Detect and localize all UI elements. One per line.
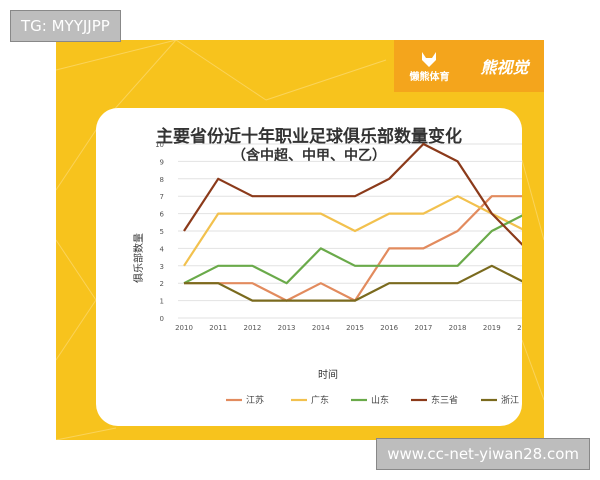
top-left-tag: TG: MYYJJPP [10, 10, 121, 42]
y-tick-label: 8 [160, 176, 164, 184]
chart-subtitle: （含中超、中甲、中乙） [232, 148, 386, 164]
line-chart: 0 1 2 3 4 5 6 7 8 9 10 2010 2011 2012 2013 2014 2015 201… [132, 141, 522, 406]
series-line-浙江 [184, 264, 522, 302]
x-tick-label: 2013 [278, 324, 296, 332]
x-tick-label: 2012 [243, 324, 261, 332]
x-axis-label: 时间 [318, 368, 338, 381]
y-tick-label: 1 [160, 298, 164, 306]
x-tick-label: 2011 [209, 324, 227, 332]
series-line-山东 [183, 214, 522, 285]
y-tick-label: 9 [160, 158, 164, 166]
y-tick-label: 4 [160, 245, 165, 253]
legend-label: 江苏 [246, 394, 264, 406]
legend-label: 东三省 [431, 394, 458, 406]
series-line-东三省 [183, 142, 522, 246]
x-tick-label: 2015 [346, 324, 364, 332]
x-tick-label: 2014 [312, 324, 330, 332]
chart-card: 主要省份近十年职业足球俱乐部数量变化 （含中超、中甲、中乙） 0 1 2 3 4 5 6 7 8… [96, 108, 522, 426]
legend-label: 广东 [311, 394, 329, 406]
poster-background: 懒熊体育 熊视觉 主要省份近十年职业足球俱乐部数量变化 （含中超、中甲、中乙） … [56, 40, 544, 440]
x-tick-label: 2019 [483, 324, 501, 332]
y-tick-label: 3 [160, 263, 164, 271]
legend-label: 山东 [371, 394, 389, 406]
y-tick-label: 7 [160, 193, 164, 201]
y-tick-label: 0 [160, 315, 164, 323]
y-tick-label: 6 [160, 211, 165, 219]
bottom-right-url: www.cc-net-yiwan28.com [376, 438, 590, 470]
brand-left-text: 懒熊体育 [409, 71, 450, 83]
y-tick-label: 2 [160, 280, 164, 288]
y-tick-label: 10 [155, 141, 164, 149]
x-tick-label: 2016 [380, 324, 398, 332]
x-tick-label: 2010 [175, 324, 193, 332]
brand-logo: 懒熊体育 [409, 50, 449, 83]
series-line-广东 [183, 195, 522, 267]
legend-label: 浙江 [501, 394, 519, 406]
x-tick-label: 2017 [414, 324, 432, 332]
x-tick-label: 2018 [449, 324, 467, 332]
bear-icon [422, 51, 437, 67]
brand-right-text: 熊视觉 [480, 58, 529, 77]
brand-bar: 懒熊体育 熊视觉 [394, 40, 544, 92]
y-axis-label: 俱乐部数量 [132, 233, 145, 283]
y-tick-label: 5 [160, 228, 164, 236]
x-tick-label: 2020 [517, 324, 522, 332]
chart-title: 主要省份近十年职业足球俱乐部数量变化 [156, 127, 462, 147]
